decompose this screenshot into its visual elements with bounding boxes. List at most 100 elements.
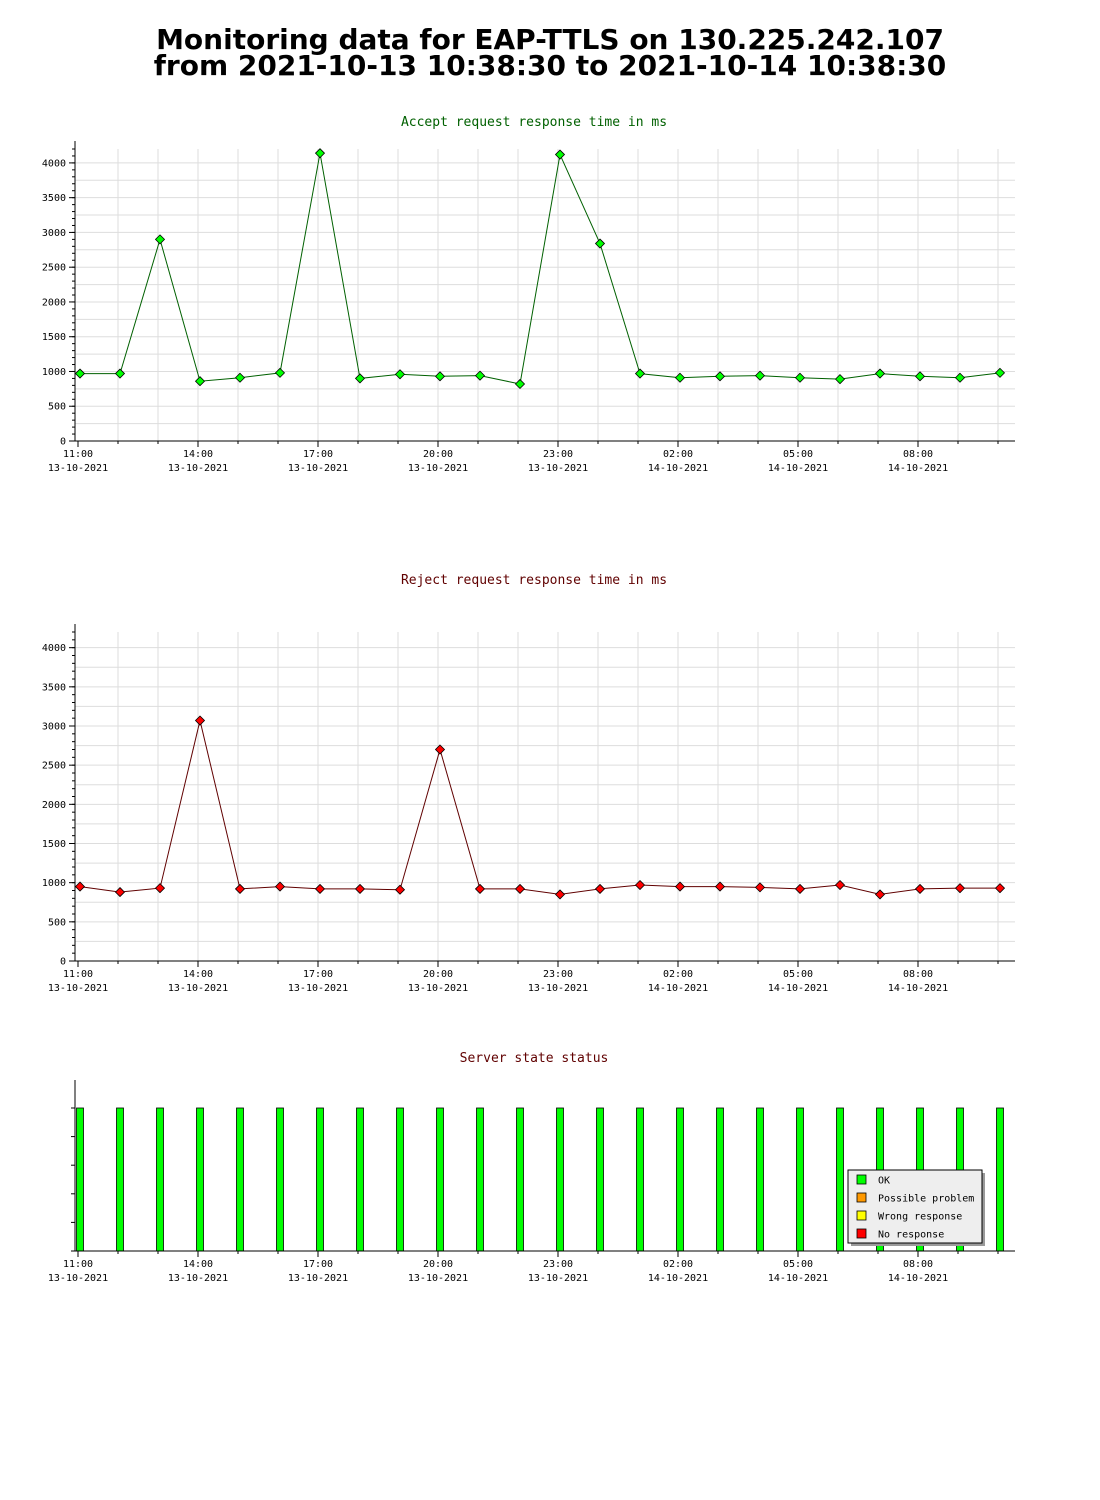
accept-chart-x-tick-date: 13-10-2021 (48, 463, 108, 474)
accept-chart-data-point (114, 368, 126, 379)
accept-chart-data-point (434, 371, 446, 382)
accept-chart-data-point (674, 372, 686, 383)
accept-chart-y-tick-label: 1500 (42, 332, 66, 343)
legend-label: Possible problem (878, 1194, 974, 1205)
reject-chart-y-tick-label: 3000 (42, 722, 66, 733)
accept-chart-x-tick-time: 17:00 (303, 449, 333, 460)
legend-label: Wrong response (878, 1212, 962, 1223)
page-title-line-2: from 2021-10-13 10:38:30 to 2021-10-14 1… (153, 49, 947, 82)
reject-chart-x-tick-time: 23:00 (543, 969, 573, 980)
reject-chart-data-point (394, 884, 406, 895)
reject-chart-x-tick-date: 13-10-2021 (48, 983, 108, 994)
legend-swatch (856, 1210, 867, 1221)
status-bar (436, 1107, 444, 1252)
accept-chart-x-tick-time: 05:00 (783, 449, 813, 460)
accept-chart-data-point (994, 367, 1006, 378)
status-chart-x-tick-date: 14-10-2021 (768, 1273, 828, 1284)
status-chart-x-tick-date: 14-10-2021 (888, 1273, 948, 1284)
reject-chart-x-tick-time: 20:00 (423, 969, 453, 980)
accept-chart-y-tick-label: 1000 (42, 367, 66, 378)
status-bar (596, 1107, 604, 1252)
accept-chart-x-tick-time: 14:00 (183, 449, 213, 460)
status-chart-x-tick-time: 11:00 (63, 1259, 93, 1270)
reject-chart-x-tick-time: 08:00 (903, 969, 933, 980)
status-bar (156, 1107, 164, 1252)
accept-chart-data-point (194, 376, 206, 387)
reject-chart-data-point (114, 887, 126, 898)
reject-chart-y-tick-label: 2500 (42, 761, 66, 772)
status-bar (316, 1107, 324, 1252)
accept-chart-x-tick-date: 13-10-2021 (528, 463, 588, 474)
accept-chart-data-point (354, 373, 366, 384)
reject-chart-x-tick-date: 13-10-2021 (168, 983, 228, 994)
status-bar (516, 1107, 524, 1252)
reject-chart-x-tick-date: 14-10-2021 (888, 983, 948, 994)
reject-chart-data-point (554, 889, 566, 900)
reject-chart-data-point (594, 883, 606, 894)
reject-chart-y-tick-label: 4000 (42, 643, 66, 654)
accept-chart-x-tick-date: 14-10-2021 (648, 463, 708, 474)
status-bar (196, 1107, 204, 1252)
status-chart-x-tick-time: 23:00 (543, 1259, 573, 1270)
reject-chart-y-tick-label: 1500 (42, 839, 66, 850)
status-chart-x-tick-date: 13-10-2021 (168, 1273, 228, 1284)
accept-chart-y-tick-label: 2000 (42, 297, 66, 308)
status-chart-title: Server state status (460, 1051, 609, 1066)
reject-chart-data-point (434, 744, 446, 755)
reject-chart-y-tick-label: 0 (60, 957, 66, 968)
status-chart-x-tick-time: 05:00 (783, 1259, 813, 1270)
accept-chart-data-point (754, 370, 766, 381)
accept-chart-data-point (234, 372, 246, 383)
reject-chart-y-tick-label: 1000 (42, 878, 66, 889)
status-chart-x-tick-date: 14-10-2021 (648, 1273, 708, 1284)
legend-swatch (856, 1174, 867, 1185)
reject-chart-y-tick-label: 2000 (42, 800, 66, 811)
accept-chart-y-tick-label: 3000 (42, 228, 66, 239)
accept-chart-data-point (834, 374, 846, 385)
accept-chart-data-point (874, 368, 886, 379)
status-bar (716, 1107, 724, 1252)
reject-chart-x-tick-date: 13-10-2021 (288, 983, 348, 994)
status-chart-x-tick-time: 17:00 (303, 1259, 333, 1270)
status-chart-x-tick-date: 13-10-2021 (288, 1273, 348, 1284)
accept-chart-x-tick-date: 13-10-2021 (408, 463, 468, 474)
status-bar (76, 1107, 84, 1252)
status-chart-x-tick-time: 02:00 (663, 1259, 693, 1270)
reject-chart-data-point (834, 879, 846, 891)
legend-swatch (856, 1192, 867, 1203)
accept-chart-x-tick-time: 02:00 (663, 449, 693, 460)
accept-chart-data-point (554, 149, 566, 160)
reject-chart-y-tick-label: 500 (48, 917, 66, 928)
legend-label: No response (878, 1230, 944, 1241)
accept-chart-data-point (594, 238, 606, 249)
accept-chart-data-point (794, 372, 806, 383)
accept-chart-y-tick-label: 3500 (42, 193, 66, 204)
accept-chart-x-tick-date: 14-10-2021 (888, 463, 948, 474)
status-bar (476, 1107, 484, 1252)
status-bar (236, 1107, 244, 1252)
status-bar (836, 1107, 844, 1252)
reject-chart-series-line (79, 720, 1000, 895)
status-bar (796, 1107, 804, 1252)
status-bar (756, 1107, 764, 1252)
reject-chart-data-point (74, 881, 86, 892)
accept-chart-data-point (714, 371, 726, 382)
reject-chart-data-point (994, 883, 1006, 894)
reject-chart-data-point (914, 883, 926, 894)
status-bar (996, 1107, 1004, 1252)
status-chart-x-tick-time: 08:00 (903, 1259, 933, 1270)
accept-chart-series-line (80, 152, 1001, 385)
accept-chart-y-tick-label: 2500 (42, 263, 66, 274)
reject-chart-data-point (274, 881, 286, 892)
reject-chart-x-tick-time: 14:00 (183, 969, 213, 980)
accept-chart-data-point (274, 367, 286, 378)
accept-chart-y-tick-label: 4000 (42, 158, 66, 169)
accept-chart-data-point (634, 368, 646, 379)
reject-chart-data-point (754, 882, 766, 893)
status-chart-x-tick-time: 14:00 (183, 1259, 213, 1270)
status-bar (116, 1107, 124, 1252)
reject-chart-data-point (674, 881, 686, 892)
reject-chart-x-tick-date: 13-10-2021 (528, 983, 588, 994)
reject-chart-data-point (194, 715, 206, 726)
